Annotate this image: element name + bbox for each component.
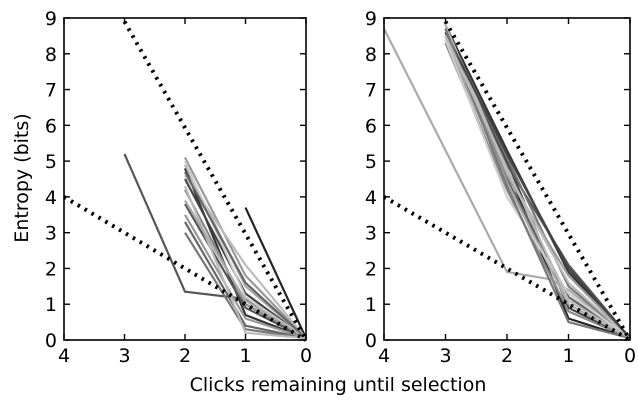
reference-line-dotted [62,195,308,342]
y-tick-label: 5 [45,151,57,173]
series-line [184,171,307,340]
left-panel: 0 1 2 3 4 5 6 7 8 9 4 3 2 1 0 [45,8,312,367]
x-tick-label: 3 [439,345,451,367]
y-tick-label: 2 [45,258,57,280]
y-tick-label: 9 [45,8,57,30]
series-line [444,35,631,340]
x-tick-label: 2 [179,345,191,367]
x-tick-label: 0 [624,345,636,367]
x-tick-label: 3 [118,345,130,367]
series-line [184,156,307,339]
series-line [184,232,307,340]
y-tick-label: 7 [365,80,377,102]
series-line [444,31,631,339]
x-tick-label: 2 [501,345,513,367]
series-line [184,199,307,340]
series-line [244,207,307,339]
x-tick-label: 1 [562,345,574,367]
y-tick-label: 0 [365,330,377,352]
y-tick-label: 6 [365,115,377,137]
reference-line-dotted [443,20,632,342]
series-line [184,214,307,340]
x-tick-label: 4 [378,345,390,367]
y-tick-label: 7 [45,80,57,102]
y-tick-label: 1 [365,294,377,316]
series-line [444,24,631,340]
reference-line-dotted [382,195,632,342]
y-tick-label: 8 [45,44,57,66]
x-tick-label: 4 [58,345,70,367]
y-tick-label: 4 [45,187,57,209]
y-tick-label: 4 [365,187,377,209]
y-tick-label: 3 [45,223,57,245]
y-tick-label: 2 [365,258,377,280]
series-line [183,160,307,340]
y-tick-label: 0 [45,330,57,352]
y-tick-label: 8 [365,44,377,66]
series-line [444,28,631,340]
y-tick-label: 5 [365,151,377,173]
y-tick-label: 3 [365,223,377,245]
x-tick-label: 0 [300,345,312,367]
y-axis-label: Entropy (bits) [11,113,33,242]
x-tick-label: 1 [239,345,251,367]
y-tick-label: 6 [45,115,57,137]
series-line [444,39,631,340]
y-tick-label: 9 [365,8,377,30]
series-line [184,221,307,340]
y-tick-label: 1 [45,294,57,316]
right-panel: 0 1 2 3 4 5 6 7 8 9 4 3 2 1 0 [365,8,636,367]
reference-line-dotted [122,20,308,341]
x-axis-label: Clicks remaining until selection [190,374,487,396]
